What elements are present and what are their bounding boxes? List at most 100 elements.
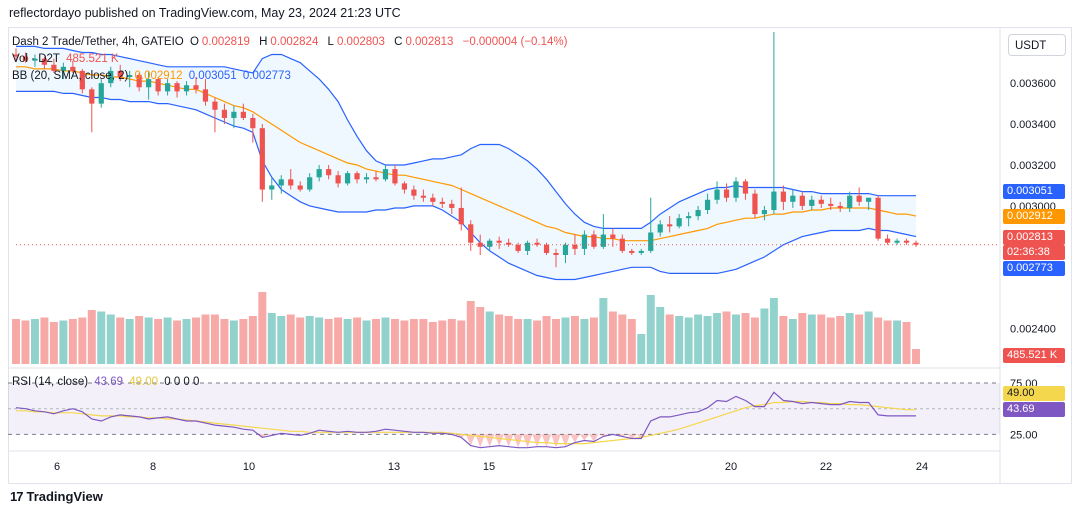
- time-tick-label: 17: [581, 461, 593, 473]
- volume-bar: [68, 319, 77, 364]
- rsi-line: [15, 391, 916, 449]
- candle-body: [297, 185, 303, 190]
- bb-lower-value: 0.002773: [242, 70, 291, 82]
- candle-body: [382, 169, 389, 180]
- chart-frame[interactable]: [8, 27, 1072, 484]
- candle-body: [202, 89, 209, 102]
- volume-bar: [87, 310, 96, 364]
- volume-bar: [646, 295, 655, 364]
- volume-bar: [760, 308, 769, 364]
- candle-body: [458, 207, 464, 225]
- volume-bar: [30, 319, 39, 364]
- candle-body: [278, 179, 284, 186]
- candle-body: [117, 70, 123, 78]
- volume-bar: [769, 298, 778, 364]
- tradingview-logo-icon: 17: [10, 489, 24, 504]
- tradingview-logo-text: TradingView: [26, 489, 103, 504]
- volume-label[interactable]: Vol · D2T: [12, 53, 60, 65]
- candle-body: [288, 179, 294, 186]
- bb-legend: BB (20, SMA, close, 2) 0.002912 0.003051…: [12, 70, 294, 82]
- candle-body: [799, 195, 805, 206]
- candle-body: [600, 234, 606, 247]
- time-tick-label: 10: [243, 461, 255, 473]
- volume-bar: [286, 314, 295, 364]
- bb-band-fill: [16, 46, 916, 280]
- volume-bar: [599, 298, 608, 364]
- candle-body: [818, 199, 824, 204]
- volume-bar: [428, 322, 437, 364]
- volume-bar: [826, 317, 835, 364]
- volume-bar: [220, 319, 229, 364]
- candle-body: [733, 181, 739, 198]
- candle-body: [837, 205, 843, 208]
- candle-body: [335, 175, 341, 184]
- volume-bar: [883, 320, 892, 364]
- volume-bar: [362, 320, 371, 364]
- candle-body: [771, 191, 777, 210]
- volume-bar: [864, 311, 873, 364]
- volume-bar: [229, 320, 238, 364]
- price-tick-label: 0.003400: [1010, 119, 1056, 131]
- volume-bar: [845, 313, 854, 364]
- candle-body: [524, 242, 531, 251]
- candle-body: [316, 169, 322, 178]
- volume-bar: [277, 316, 286, 364]
- volume-bar: [296, 317, 305, 364]
- currency-button[interactable]: USDT: [1008, 34, 1066, 56]
- candle-body: [591, 234, 597, 247]
- volume-bar: [902, 322, 911, 364]
- volume-bar: [135, 316, 144, 364]
- bb-label[interactable]: BB (20, SMA, close, 2): [12, 70, 129, 82]
- candle-body: [51, 64, 57, 71]
- volume-bar: [447, 319, 456, 364]
- countdown-tag: 02:36:38: [1003, 245, 1065, 260]
- volume-bar: [21, 320, 30, 364]
- time-tick-label: 24: [916, 461, 928, 473]
- candle-body: [344, 173, 351, 184]
- close-price-tag: 0.002813: [1003, 230, 1065, 245]
- volume-tag: 485.521 K: [1003, 348, 1065, 363]
- volume-bar: [258, 292, 267, 364]
- candle-body: [648, 232, 654, 251]
- volume-value: 485.521 K: [66, 53, 119, 65]
- volume-bar: [703, 316, 712, 364]
- bb-lower-line: [16, 90, 917, 281]
- rsi-band-fill: [8, 383, 1000, 435]
- volume-bar: [855, 314, 864, 364]
- tradingview-logo[interactable]: 17 TradingView: [10, 489, 103, 504]
- candle-body: [543, 244, 550, 253]
- time-tick-label: 20: [725, 461, 737, 473]
- time-tick-label: 8: [150, 461, 156, 473]
- volume-bar: [788, 319, 797, 364]
- rsi-label[interactable]: RSI (14, close): [12, 376, 89, 388]
- volume-bar: [912, 349, 920, 364]
- volume-bar: [627, 319, 636, 364]
- rsi-tag: 43.69: [1003, 402, 1065, 417]
- volume-bar: [324, 319, 333, 364]
- candle-body: [866, 197, 872, 202]
- candle-body: [847, 195, 853, 208]
- volume-bar: [466, 301, 475, 364]
- candle-body: [657, 224, 663, 233]
- volume-bar: [419, 319, 428, 364]
- volume-bar: [353, 317, 362, 364]
- candle-body: [32, 58, 38, 61]
- candle-body: [221, 109, 228, 118]
- symbol-name[interactable]: Dash 2 Trade/Tether, 4h, GATEIO: [12, 36, 184, 48]
- candle-body: [553, 252, 559, 255]
- rsi-oversold-fill: [257, 434, 646, 448]
- candle-body: [752, 193, 758, 215]
- volume-bar: [732, 314, 740, 364]
- candle-body: [392, 169, 398, 184]
- candle-body: [269, 185, 275, 190]
- volume-bar: [504, 316, 513, 364]
- candle-body: [363, 177, 370, 180]
- rsi-zeros: 0 0 0 0: [164, 376, 200, 388]
- volume-bar: [210, 314, 219, 364]
- candle-body: [638, 250, 644, 253]
- volume-bar: [552, 319, 560, 364]
- time-tick-label: 15: [483, 461, 495, 473]
- candle-body: [496, 240, 502, 243]
- volume-bar: [656, 307, 665, 364]
